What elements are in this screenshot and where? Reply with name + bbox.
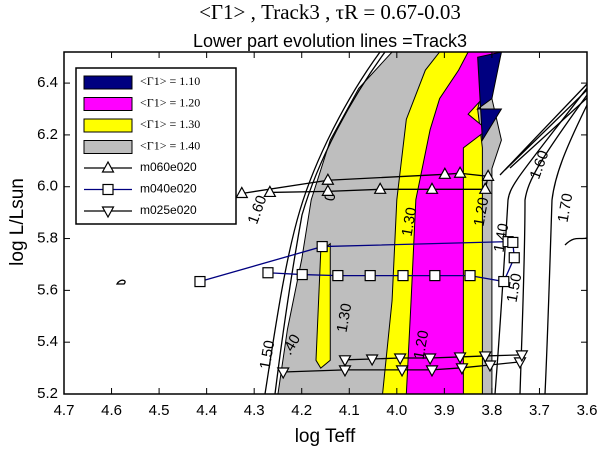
legend-label: <Γ1> = 1.10 bbox=[140, 74, 200, 88]
contour-label: 1.30 bbox=[399, 206, 421, 238]
y-axis-label: log L/Lsun bbox=[7, 178, 28, 266]
contour-label: 1.60 bbox=[245, 193, 271, 226]
marker bbox=[483, 360, 497, 373]
marker bbox=[365, 354, 379, 367]
x-tick-label: 3.8 bbox=[481, 402, 502, 419]
marker bbox=[423, 353, 437, 366]
x-axis-label: log Teff bbox=[295, 426, 356, 447]
marker bbox=[481, 169, 495, 181]
contour-line bbox=[499, 83, 587, 176]
chart-title: <Γ1> , Track3 , τR = 0.67-0.03 bbox=[199, 0, 461, 24]
contour-label: 1.50 bbox=[257, 339, 279, 371]
marker bbox=[429, 269, 441, 282]
legend-swatch bbox=[83, 140, 133, 154]
marker bbox=[507, 236, 519, 249]
contour-label: 1.70 bbox=[555, 192, 577, 224]
contour-line bbox=[519, 94, 587, 394]
legend-label: m025e020 bbox=[140, 203, 197, 217]
marker bbox=[296, 268, 308, 281]
marker bbox=[438, 167, 452, 179]
marker bbox=[498, 275, 510, 288]
marker bbox=[453, 352, 467, 365]
track-line bbox=[241, 172, 489, 195]
marker bbox=[364, 269, 376, 282]
x-tick-label: 4.7 bbox=[54, 402, 75, 419]
marker bbox=[101, 206, 115, 219]
marker bbox=[316, 240, 328, 253]
y-tick-label: 6.0 bbox=[37, 178, 58, 195]
contour-line bbox=[564, 237, 587, 246]
y-tick-label: 5.6 bbox=[37, 281, 58, 298]
marker bbox=[338, 355, 352, 368]
contour-label: 1.20 bbox=[471, 196, 493, 228]
marker bbox=[395, 365, 409, 378]
x-tick-label: 4.3 bbox=[244, 402, 265, 419]
plot-frame bbox=[63, 51, 588, 395]
contour-label: 1.30 bbox=[334, 302, 356, 334]
legend-label: <Γ1> = 1.20 bbox=[140, 95, 200, 109]
contour-label: 1.20 bbox=[411, 329, 433, 361]
marker bbox=[464, 269, 476, 282]
marker bbox=[332, 269, 344, 282]
contour-label: 0 bbox=[321, 191, 339, 202]
legend-label: m060e020 bbox=[140, 160, 197, 174]
y-tick-label: 5.4 bbox=[37, 333, 58, 350]
contour-fills bbox=[277, 52, 503, 394]
contour-lines bbox=[115, 52, 587, 394]
contour-label: 1.60 bbox=[527, 148, 553, 181]
x-tick-label: 3.9 bbox=[434, 402, 455, 419]
x-tick-label: 4.1 bbox=[339, 402, 360, 419]
legend-label: <Γ1> = 1.30 bbox=[140, 117, 200, 131]
contour-region bbox=[405, 52, 502, 394]
legend-swatch bbox=[83, 75, 133, 90]
legend: <Γ1> = 1.10 <Γ1> = 1.20 <Γ1> = 1.30 <Γ1> = … bbox=[75, 67, 237, 225]
legend-label: m040e020 bbox=[140, 182, 197, 196]
contour-line bbox=[115, 279, 126, 285]
marker bbox=[478, 351, 492, 364]
x-tick-label: 3.7 bbox=[529, 402, 550, 419]
marker bbox=[425, 182, 439, 194]
marker bbox=[373, 182, 387, 194]
y-tick-label: 5.2 bbox=[37, 385, 58, 402]
axes: 4.7 4.6 4.5 4.4 4.3 4.2 4.1 4.0 3.9 3.8 3.7 3.6 5.2 5… bbox=[37, 52, 597, 419]
legend-swatch bbox=[83, 97, 133, 111]
legend-swatch bbox=[83, 118, 133, 133]
marker bbox=[508, 252, 520, 264]
y-tick-label: 5.8 bbox=[37, 230, 58, 247]
x-tick-label: 4.6 bbox=[101, 402, 122, 419]
y-tick-label: 6.4 bbox=[37, 74, 58, 91]
x-tick-label: 4.5 bbox=[149, 402, 170, 419]
contour-line bbox=[274, 52, 386, 394]
x-tick-label: 4.2 bbox=[291, 402, 312, 419]
marker bbox=[262, 267, 274, 279]
legend-label: <Γ1> = 1.40 bbox=[140, 138, 200, 152]
marker bbox=[478, 182, 492, 194]
marker bbox=[235, 186, 249, 199]
contour-line bbox=[264, 52, 381, 394]
y-tick-label: 6.2 bbox=[37, 126, 58, 143]
marker bbox=[453, 166, 467, 178]
marker bbox=[397, 269, 409, 282]
chart-subtitle: Lower part evolution lines =Track3 bbox=[193, 31, 467, 51]
contour-line bbox=[544, 104, 587, 394]
marker bbox=[102, 183, 114, 196]
marker bbox=[425, 365, 439, 378]
marker bbox=[393, 353, 407, 366]
marker bbox=[455, 363, 469, 376]
x-tick-label: 4.0 bbox=[386, 402, 407, 419]
contour-region bbox=[476, 52, 503, 142]
marker bbox=[263, 185, 277, 198]
marker bbox=[194, 275, 206, 288]
contour-line bbox=[494, 87, 587, 394]
tracks bbox=[194, 166, 529, 380]
marker bbox=[101, 160, 115, 173]
x-tick-label: 3.6 bbox=[577, 402, 598, 419]
marker bbox=[321, 184, 335, 196]
marker bbox=[515, 350, 529, 363]
marker bbox=[276, 367, 290, 380]
x-tick-label: 4.4 bbox=[196, 402, 217, 419]
